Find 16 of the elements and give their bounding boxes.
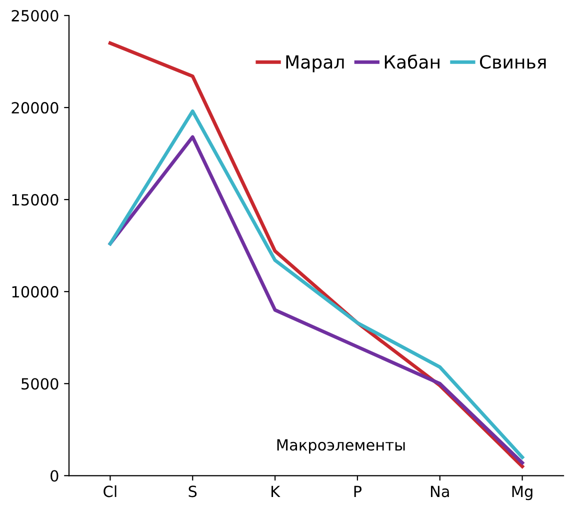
x-tick-label: Cl — [104, 485, 116, 498]
legend-label: Марал — [286, 55, 344, 72]
y-tick-label: 25000 — [12, 10, 58, 22]
y-tick-label: 10000 — [12, 286, 58, 298]
x-tick-label: K — [272, 486, 280, 497]
x-tick-label: S — [188, 486, 197, 498]
x-tick-label: P — [354, 486, 362, 497]
x-tick-label: Mg — [512, 486, 532, 500]
y-tick-label: 15000 — [12, 194, 58, 206]
y-tick-label: 5000 — [22, 378, 58, 390]
y-tick-label: 0 — [50, 470, 58, 482]
legend-label: Кабан — [384, 54, 440, 69]
legend-label: Свинья — [480, 55, 546, 69]
x-tick-label: Na — [430, 486, 449, 498]
x-axis-title: Макроэлементы — [277, 439, 405, 454]
y-tick-label: 20000 — [12, 102, 58, 114]
